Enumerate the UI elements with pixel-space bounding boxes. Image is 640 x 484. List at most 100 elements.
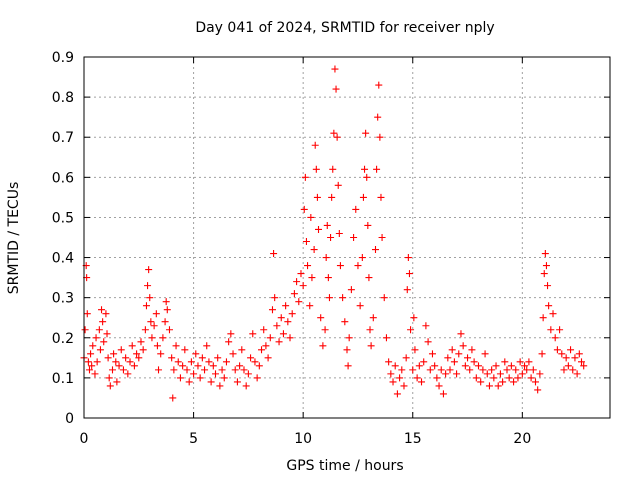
data-point [422, 322, 430, 330]
data-point [538, 350, 546, 358]
data-point [144, 282, 152, 290]
data-point [216, 382, 224, 390]
data-point [119, 366, 127, 374]
data-point [470, 358, 478, 366]
data-point [398, 366, 406, 374]
data-point [461, 362, 469, 370]
data-point [231, 366, 239, 374]
data-point [542, 262, 550, 270]
data-point [306, 302, 314, 310]
y-tick-label: 0.2 [52, 331, 74, 347]
data-point [262, 342, 270, 350]
data-point [400, 382, 408, 390]
data-point [424, 338, 432, 346]
data-point [374, 113, 382, 121]
data-point [104, 354, 112, 362]
data-point [323, 221, 331, 229]
data-point [377, 193, 385, 201]
data-point [418, 378, 426, 386]
data-point [148, 334, 156, 342]
data-point [247, 354, 255, 362]
data-point [179, 362, 187, 370]
data-point [341, 318, 349, 326]
data-point [389, 378, 397, 386]
data-point [205, 358, 213, 366]
data-point [410, 314, 418, 322]
data-point [137, 338, 145, 346]
data-point [402, 354, 410, 362]
data-point [139, 346, 147, 354]
data-point [327, 234, 335, 241]
data-point [172, 342, 180, 350]
data-point [88, 362, 96, 370]
data-point [253, 374, 261, 382]
data-point [510, 378, 518, 386]
data-point [270, 250, 278, 258]
data-point [244, 370, 252, 378]
data-point [99, 318, 107, 326]
data-point [103, 330, 111, 338]
data-point [494, 382, 502, 390]
data-point [479, 366, 487, 374]
data-point [300, 205, 308, 213]
data-point [325, 294, 333, 302]
x-tick-label: 5 [189, 431, 198, 447]
data-point [367, 342, 375, 350]
data-point [558, 350, 566, 358]
data-point [168, 354, 176, 362]
data-point [273, 322, 281, 330]
data-point [198, 354, 206, 362]
data-point [428, 350, 436, 358]
data-point [92, 334, 100, 342]
data-point [344, 362, 352, 370]
data-point [547, 326, 555, 334]
data-point [358, 254, 366, 262]
data-point [260, 326, 268, 334]
data-point [122, 354, 130, 362]
data-point [556, 326, 564, 334]
data-point [293, 278, 301, 286]
data-point [403, 286, 411, 294]
data-point [330, 129, 338, 137]
data-point [391, 362, 399, 370]
data-point [375, 81, 383, 89]
data-point [516, 358, 524, 366]
data-point [162, 298, 170, 306]
data-point [185, 378, 193, 386]
data-point [442, 370, 450, 378]
data-point [203, 342, 211, 350]
grid-layer [84, 57, 610, 418]
y-tick-label: 0.6 [52, 170, 74, 186]
data-point [499, 378, 507, 386]
data-point [365, 274, 373, 282]
data-point [551, 334, 559, 342]
data-point [578, 358, 586, 366]
data-point [549, 310, 557, 318]
data-point [87, 350, 95, 358]
data-point [329, 165, 337, 173]
data-point [268, 306, 276, 314]
data-point [380, 294, 388, 302]
data-point [371, 246, 379, 254]
data-point [315, 225, 323, 233]
data-point [319, 342, 327, 350]
data-point [297, 270, 305, 278]
data-point [457, 330, 465, 338]
data-point [91, 370, 99, 378]
data-point [433, 374, 441, 382]
data-point [363, 173, 371, 181]
data-point [310, 246, 318, 254]
data-point [507, 362, 515, 370]
data-point [96, 346, 104, 354]
data-point [163, 306, 171, 314]
data-point [544, 282, 552, 290]
y-axis-label: SRMTID / TECUs [6, 182, 22, 295]
points-layer [80, 65, 588, 402]
data-point [431, 362, 439, 370]
data-point [113, 378, 121, 386]
data-point [126, 358, 134, 366]
data-point [150, 322, 158, 330]
data-point [302, 238, 310, 246]
data-point [553, 346, 561, 354]
